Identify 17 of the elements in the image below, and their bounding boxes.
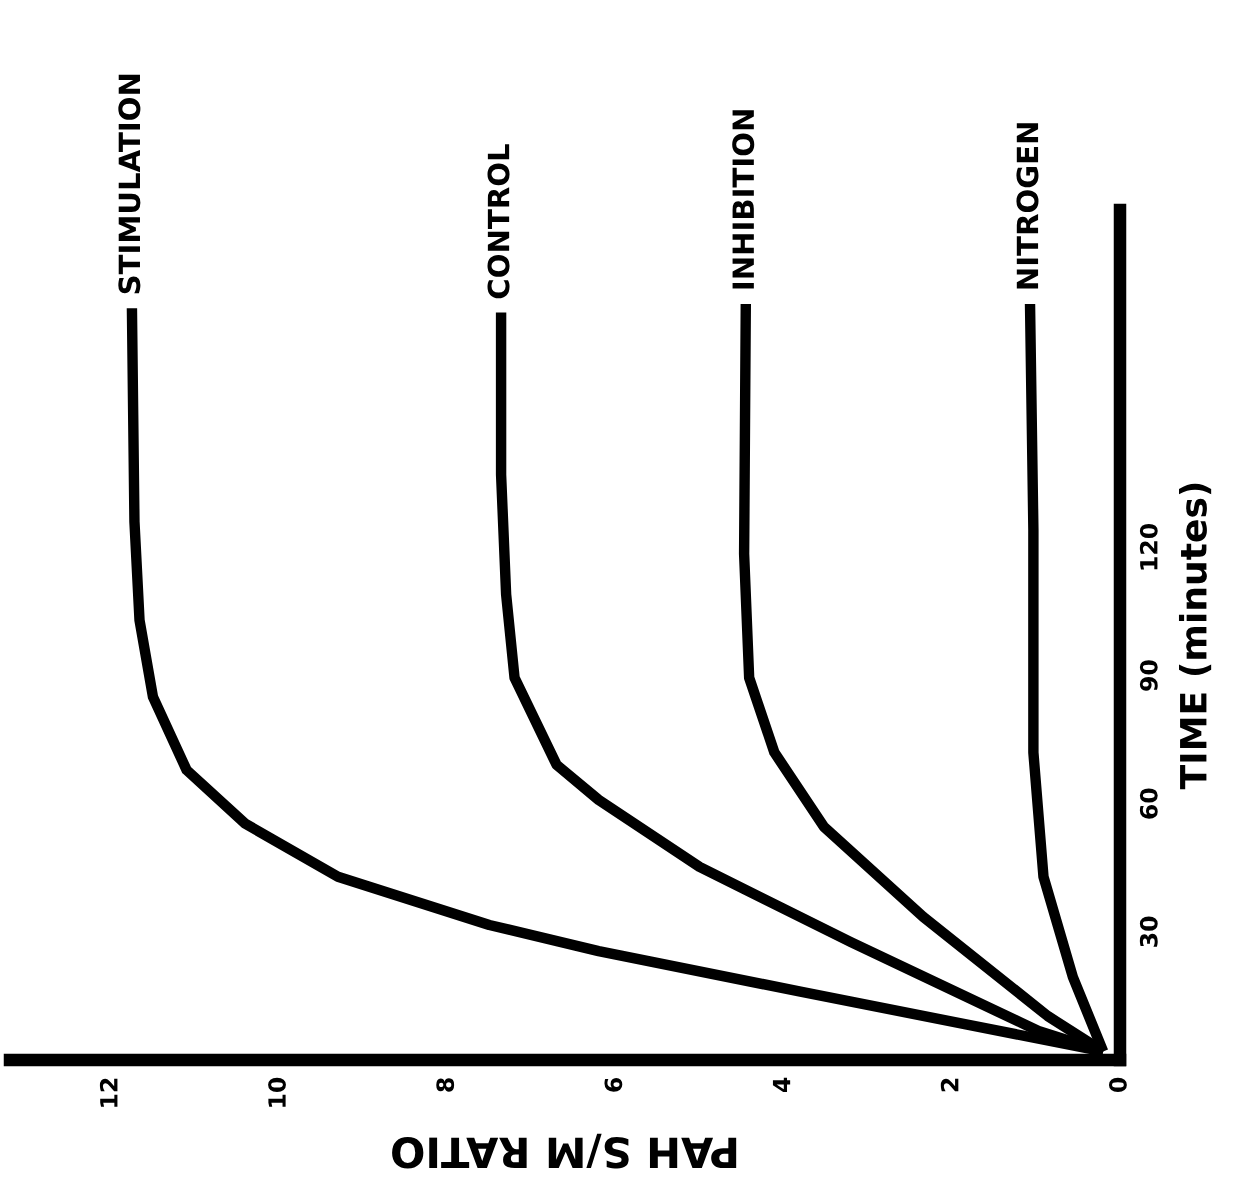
text: CONTROL xyxy=(487,144,510,299)
x-tick-label: 8 xyxy=(436,1078,455,1092)
y-tick-label: 90 xyxy=(1139,660,1158,691)
text: INHIBITION xyxy=(732,110,755,289)
x-tick-label: 0 xyxy=(1108,1077,1127,1092)
x-axis-title: PAH S/M RATIO xyxy=(392,1133,737,1169)
text: NITROGEN xyxy=(1016,123,1039,289)
x-tick-label: 12 xyxy=(99,1078,118,1107)
x-tick-label: 2 xyxy=(940,1078,959,1092)
y-tick-label: 60 xyxy=(1139,788,1158,819)
x-tick-label: 6 xyxy=(604,1077,623,1092)
x-tick-label: 4 xyxy=(772,1077,791,1093)
x-tick-label: 10 xyxy=(268,1077,286,1107)
y-tick-label: 120 xyxy=(1139,523,1158,570)
y-axis-title: TIME (minutes) xyxy=(1178,483,1212,790)
y-tick-label: 30 xyxy=(1139,916,1158,947)
text: STIMULATION xyxy=(118,74,141,294)
